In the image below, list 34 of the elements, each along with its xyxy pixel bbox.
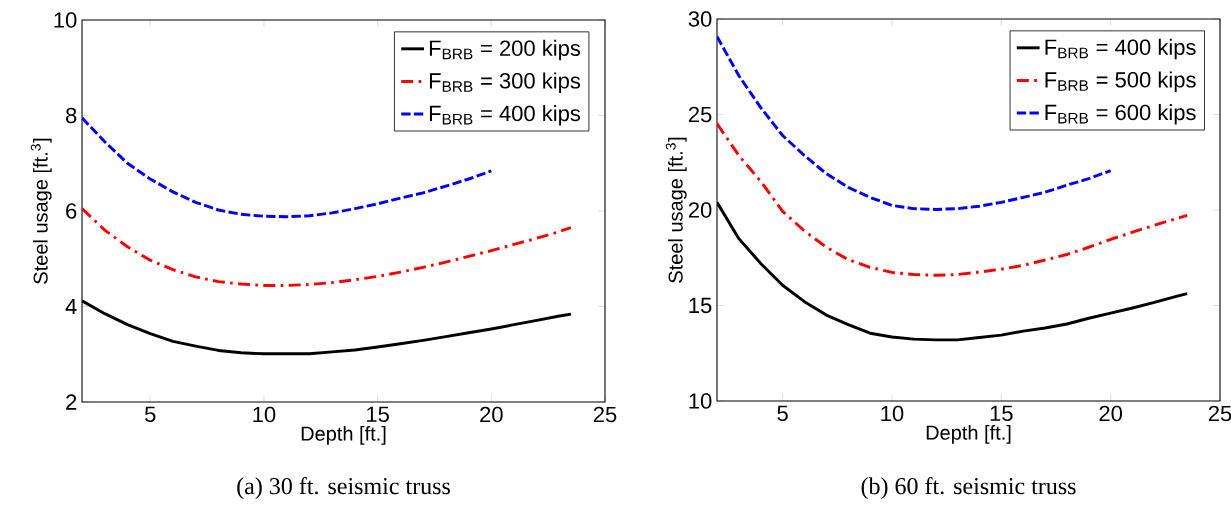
y-tick-label: 4	[65, 298, 77, 315]
text: (b) 60 ft. seismic truss	[861, 477, 1076, 500]
x-tick-label: 10	[253, 406, 276, 423]
y-tick-label: 8	[66, 107, 77, 124]
y-axis-title: Steel usage [ft.$^{3}$]	[665, 137, 687, 283]
legend-label: F$_{BRB}$ = 600 kips	[1045, 104, 1196, 125]
x-tick-label: 25	[1208, 405, 1231, 422]
x-tick-label: 25	[593, 406, 617, 423]
x-tick-label: 20	[1099, 405, 1123, 422]
line-series	[717, 35, 1113, 211]
y-axis-title: Steel usage [ft.$^{3}$]	[30, 138, 52, 284]
text: (a) 30 ft. seismic truss	[237, 477, 450, 500]
y-tick-label: 30	[688, 11, 712, 27]
y-tick-label: 20	[688, 202, 712, 218]
legend-label: F$_{BRB}$ = 400 kips	[1045, 38, 1196, 60]
y-tick-label: 15	[689, 297, 712, 314]
y-tick-label: 10	[689, 393, 712, 409]
x-tick-label: 15	[367, 406, 389, 423]
x-tick-label: 5	[144, 406, 156, 423]
x-tick-label: 5	[777, 405, 788, 422]
legend-label: F$_{BRB}$ = 500 kips	[1045, 71, 1196, 92]
y-tick-label: 2	[66, 394, 77, 410]
legend-label: F$_{BRB}$ = 200 kips	[429, 39, 581, 61]
y-tick-label: 10	[54, 12, 77, 28]
y-tick-label: 25	[688, 106, 712, 123]
x-axis-title: Depth [ft.]	[301, 426, 386, 445]
legend-label: F$_{BRB}$ = 400 kips	[429, 105, 581, 126]
legend-label: F$_{BRB}$ = 300 kips	[429, 72, 581, 93]
x-tick-label: 15	[990, 405, 1013, 422]
y-tick-label: 6	[66, 203, 77, 219]
line-series	[82, 207, 573, 287]
x-tick-label: 20	[480, 406, 503, 423]
x-tick-label: 10	[881, 405, 904, 422]
x-axis-title: Depth [ft.]	[926, 425, 1011, 444]
